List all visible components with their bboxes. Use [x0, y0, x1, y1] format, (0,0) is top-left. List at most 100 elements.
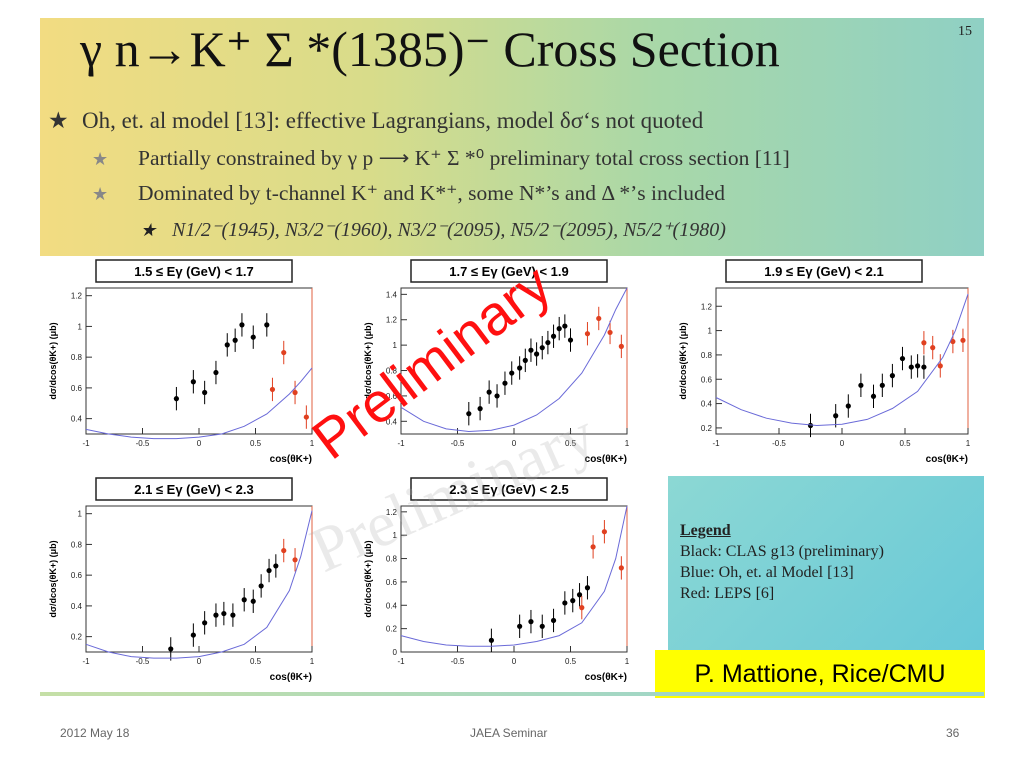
x-axis-label: cos(θK+) [926, 454, 968, 465]
x-tick-label: 0.5 [565, 439, 577, 448]
leps-point [292, 389, 298, 396]
clas-point [173, 396, 179, 402]
y-tick-label: 0.2 [386, 625, 398, 634]
y-tick-label: 0.8 [701, 351, 713, 360]
y-axis-label: dσ/dcos(θK+) (μb) [48, 322, 58, 399]
star-bullet-icon: ★ [92, 149, 109, 169]
y-tick-label: 0.6 [386, 392, 398, 401]
clas-point [570, 598, 576, 604]
clas-point [232, 337, 238, 343]
plot-2: -1 -0.5 0 0.5 1 0.4 0.6 0.8 1 1.2 1.4 cos(θK+) dσ/dc… [363, 259, 630, 465]
star-bullet-icon: ★ [140, 220, 157, 240]
x-tick-label: -1 [712, 439, 720, 448]
x-tick-label: 0.5 [250, 657, 262, 666]
y-tick-label: 1.2 [701, 302, 713, 311]
y-tick-label: 0.6 [701, 375, 713, 384]
clas-point [273, 563, 279, 569]
leps-point [590, 544, 596, 550]
clas-point [889, 373, 895, 379]
y-tick-label: 0.4 [71, 415, 83, 424]
clas-point [870, 393, 877, 399]
y-tick-label: 0.8 [71, 540, 83, 549]
bullet-text: N1/2⁻(1945), N3/2⁻(1960), N3/2⁻(2095), N… [172, 219, 726, 241]
x-tick-label: -1 [82, 657, 90, 666]
clas-point [502, 380, 508, 386]
y-tick-label: 1 [393, 531, 398, 540]
clas-point [562, 323, 568, 329]
clas-point [915, 363, 921, 369]
x-tick-label: -0.5 [772, 439, 786, 448]
clas-point [845, 403, 851, 409]
x-tick-label: 0 [197, 439, 202, 448]
leps-point [618, 565, 624, 571]
plot-frame [85, 287, 313, 435]
clas-point [488, 637, 494, 643]
clas-point [833, 413, 839, 419]
clas-point [908, 364, 914, 370]
x-tick-label: 0 [512, 657, 517, 666]
plot-frame [85, 505, 313, 653]
clas-point [258, 583, 264, 589]
x-tick-label: -0.5 [136, 657, 150, 666]
y-tick-label: 0.2 [701, 424, 713, 433]
y-tick-label: 0.4 [701, 400, 713, 409]
header-band [40, 18, 984, 256]
clas-point [858, 382, 864, 388]
slide-title: γ n→K⁺ Σ *(1385)⁻ Cross Section [80, 21, 780, 77]
x-tick-label: 0.5 [250, 439, 262, 448]
clas-point [545, 339, 551, 346]
x-tick-label: 1 [625, 657, 630, 666]
clas-point [556, 326, 562, 332]
legend-line-red: Red: LEPS [6] [680, 585, 775, 602]
clas-point [517, 623, 523, 629]
clas-point [528, 347, 534, 353]
clas-point [168, 646, 174, 652]
y-tick-label: 0.4 [71, 602, 83, 611]
clas-point [522, 357, 528, 363]
plot-frame [715, 287, 969, 435]
leps-point [269, 386, 276, 393]
plot-title-box [410, 477, 608, 501]
y-tick-label: 1.2 [386, 508, 398, 517]
y-tick-label: 1.4 [386, 290, 398, 299]
clas-point [921, 364, 927, 370]
x-tick-label: 0.5 [899, 439, 911, 448]
footer-page: 36 [946, 726, 960, 740]
plot-title: 1.5 ≤ Eγ (GeV) < 1.7 [134, 264, 254, 279]
clas-point [528, 619, 534, 625]
plot-5: -1 -0.5 0 0.5 1 0 0.2 0.4 0.6 0.8 1 1.2 cos(θK+) dσ/d… [363, 477, 630, 683]
x-axis-label: cos(θK+) [270, 672, 312, 683]
clas-point [250, 334, 256, 340]
bullet-text: Oh, et. al model [13]: effective Lagrang… [82, 108, 704, 133]
bullet-4: ★ N1/2⁻(1945), N3/2⁻(1960), N3/2⁻(2095), … [140, 217, 726, 242]
x-tick-label: -1 [397, 439, 405, 448]
clas-point [567, 337, 574, 343]
clas-point [213, 369, 219, 376]
y-axis-label: dσ/dcos(θK+) (μb) [48, 540, 58, 617]
clas-point [879, 382, 885, 388]
y-tick-label: 0.4 [386, 601, 398, 610]
model-curve [85, 367, 313, 440]
leps-point [281, 547, 287, 554]
leps-point [921, 340, 927, 346]
x-tick-label: 0 [197, 657, 202, 666]
leps-point [960, 337, 966, 343]
plot-1: -1 -0.5 0 0.5 1 0.4 0.6 0.8 1 1.2 cos(θK+) dσ/dcos(… [48, 259, 315, 465]
y-tick-label: 1.2 [71, 292, 83, 301]
clas-point [266, 567, 272, 574]
model-curve [400, 505, 628, 647]
plot-title-box [725, 259, 923, 283]
y-axis-label: dσ/dcos(θK+) (μb) [363, 540, 373, 617]
clas-point [576, 592, 583, 598]
clas-point [230, 612, 236, 618]
clas-point [477, 406, 483, 412]
bullet-text: Partially constrained by γ p ⟶ K⁺ Σ *⁰ p… [138, 146, 790, 170]
y-axis-label: dσ/dcos(θK+) (μb) [678, 322, 688, 399]
plot-4: -1 -0.5 0 0.5 1 0.2 0.4 0.6 0.8 1 cos(θK+) dσ/dcos(… [48, 477, 315, 683]
x-tick-label: 1 [966, 439, 971, 448]
clas-point [539, 623, 545, 629]
clas-point [584, 585, 591, 591]
clas-point [241, 597, 247, 603]
leps-point [930, 345, 936, 351]
author-label: P. Mattione, Rice/CMU [655, 650, 985, 698]
